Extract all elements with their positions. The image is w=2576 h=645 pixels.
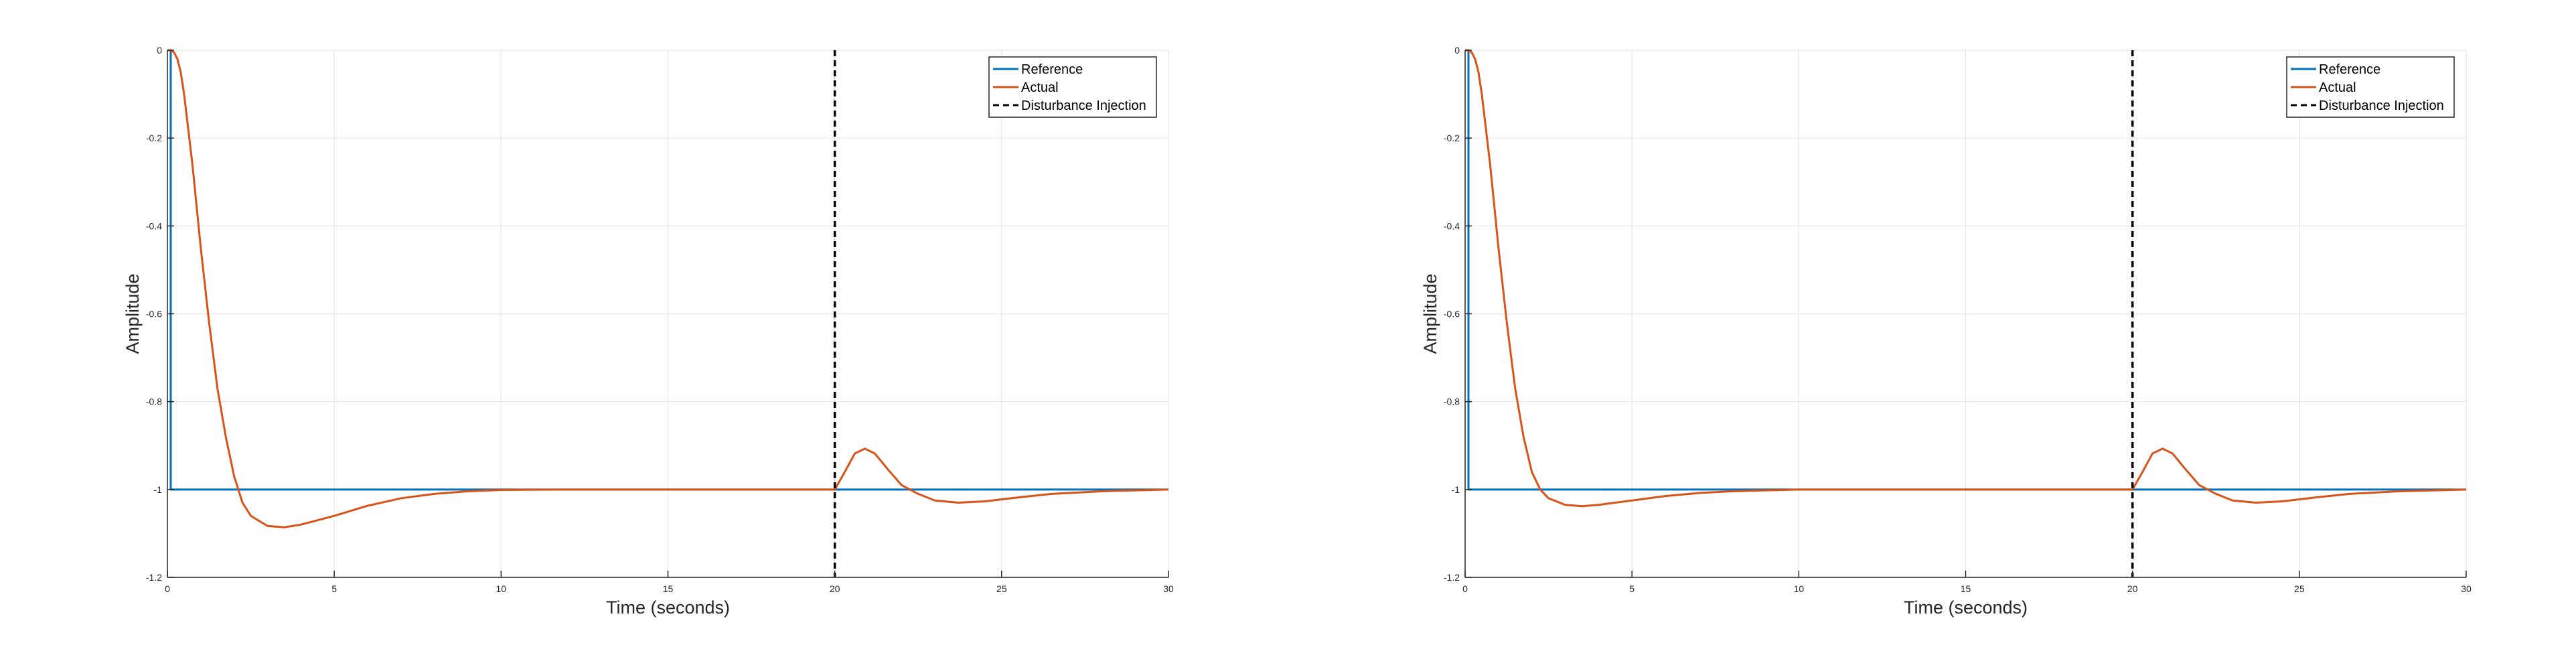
legend-label: Reference	[1021, 62, 1083, 77]
x-axis-label: Time (seconds)	[606, 597, 730, 618]
y-tick-label: -0.4	[146, 220, 162, 231]
y-tick-label: -1.2	[1444, 572, 1460, 583]
x-tick-label: 15	[663, 583, 674, 594]
y-tick-label: -0.2	[1444, 133, 1460, 143]
y-tick-label: -1	[154, 484, 163, 495]
chart-panel-2: 0 5 10 15 20 25 30 0 -0.2 -0.4 -0.6 -0.8 -1 -1.2 Time …	[1420, 45, 2472, 618]
x-tick-label: 10	[496, 583, 507, 594]
y-axis-label: Amplitude	[1420, 273, 1440, 354]
y-tick-label: -0.4	[1444, 220, 1460, 231]
y-tick-label: 0	[1454, 45, 1460, 56]
series-line-actual	[167, 49, 1168, 528]
legend: Reference Actual Disturbance Injection	[2286, 56, 2455, 118]
y-tick-label: -0.6	[1444, 309, 1460, 319]
x-tick-label: 30	[2461, 583, 2472, 594]
legend-label: Reference	[2319, 62, 2380, 77]
series-line-actual	[1465, 49, 2466, 508]
x-tick-label: 5	[1629, 583, 1635, 594]
chart-panel-1: 0 5 10 15 20 25 30 0 -0.2 -0.4 -0.6 -0.8 -1 -1.2 Time …	[123, 45, 1174, 618]
legend-label: Actual	[1021, 80, 1059, 95]
y-tick-label: -0.8	[146, 397, 162, 407]
y-tick-label: 0	[157, 45, 162, 56]
legend-label: Actual	[2319, 80, 2356, 95]
y-tick-label: -0.2	[146, 133, 162, 143]
legend: Reference Actual Disturbance Injection	[988, 56, 1157, 118]
x-tick-label: 0	[1462, 583, 1468, 594]
y-axis-label: Amplitude	[123, 273, 143, 354]
x-tick-label: 15	[1961, 583, 1971, 594]
x-tick-label: 5	[331, 583, 337, 594]
y-tick-label: -1.2	[146, 572, 162, 583]
legend-label: Disturbance Injection	[1021, 98, 1146, 113]
x-tick-label: 0	[165, 583, 170, 594]
x-tick-label: 20	[2127, 583, 2138, 594]
y-tick-label: -1	[1452, 484, 1460, 495]
x-tick-label: 25	[996, 583, 1007, 594]
x-tick-label: 25	[2294, 583, 2305, 594]
x-axis-label: Time (seconds)	[1904, 597, 2028, 618]
legend-label: Disturbance Injection	[2319, 98, 2444, 113]
x-tick-label: 30	[1163, 583, 1174, 594]
x-tick-label: 10	[1794, 583, 1805, 594]
y-tick-label: -0.6	[146, 309, 162, 319]
y-tick-label: -0.8	[1444, 397, 1460, 407]
x-tick-label: 20	[830, 583, 840, 594]
